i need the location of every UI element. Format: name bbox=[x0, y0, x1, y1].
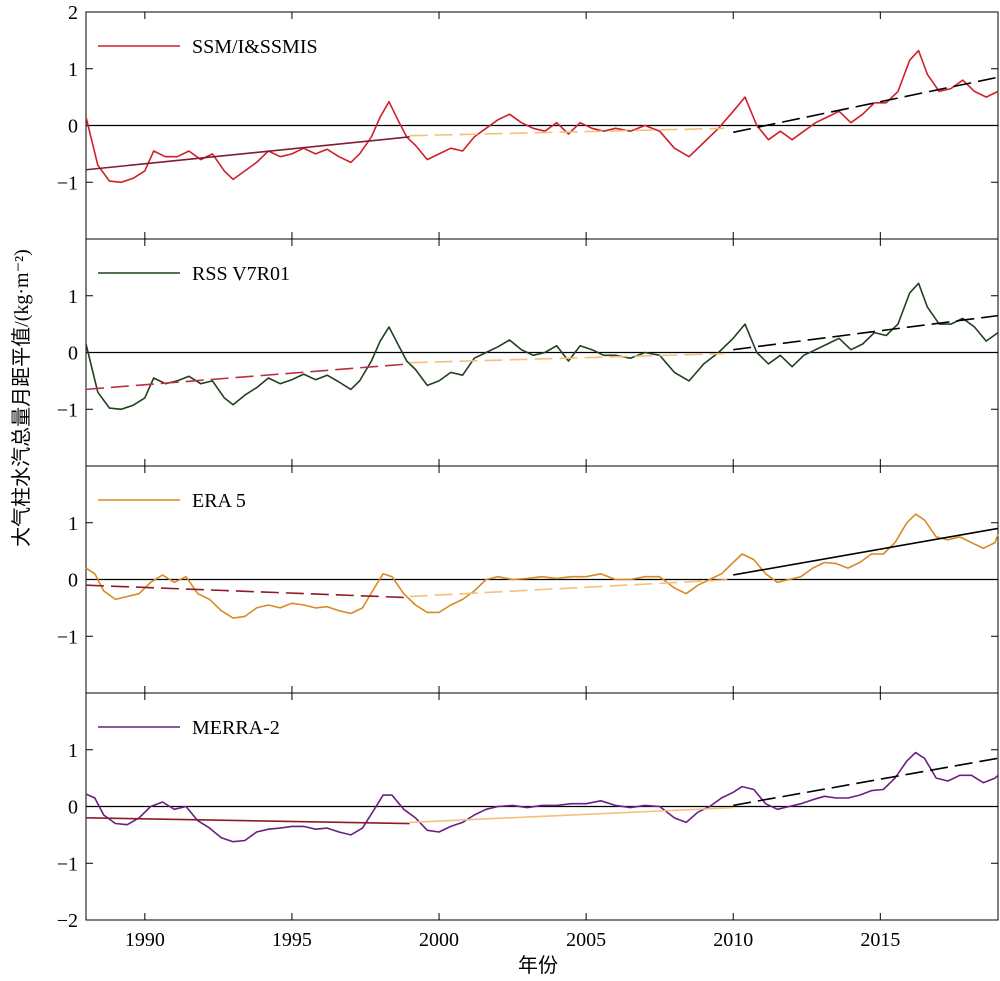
y-tick-label: 1 bbox=[68, 286, 78, 308]
anomaly-series-line bbox=[85, 49, 999, 184]
x-tick-label: 2015 bbox=[860, 929, 900, 951]
y-tick-label: 1 bbox=[68, 513, 78, 535]
panels-layer: 2 1 0 −1 SSM/I&SSMIS 1 0 −1 RSS V7R01 1 0 −1 ERA 5 1 0… bbox=[57, 2, 999, 932]
panel-1: 2 1 0 −1 SSM/I&SSMIS bbox=[57, 2, 999, 240]
anomaly-series-line bbox=[85, 751, 999, 843]
trend-line-3 bbox=[733, 527, 999, 576]
anomaly-series-line bbox=[85, 513, 999, 619]
y-tick-label: 0 bbox=[68, 570, 78, 592]
trend-line-2 bbox=[409, 127, 725, 137]
x-tick-label: 2005 bbox=[566, 929, 606, 951]
panel-4: 1 0 −1 −2 MERRA-2 bbox=[57, 692, 999, 932]
y-tick-label: −1 bbox=[57, 626, 78, 648]
x-axis: 1990 1995 2000 2005 2010 2015 bbox=[125, 929, 900, 951]
y-axis-label: 大气柱水汽总量月距平值/(kg·m⁻²) bbox=[10, 249, 33, 547]
legend-label: MERRA-2 bbox=[192, 717, 280, 739]
legend-label: SSM/I&SSMIS bbox=[192, 36, 318, 58]
y-tick-label: −1 bbox=[57, 399, 78, 421]
x-tick-label: 2010 bbox=[713, 929, 753, 951]
trend-line-1 bbox=[85, 817, 410, 825]
trend-line-2 bbox=[409, 806, 734, 824]
legend-label: RSS V7R01 bbox=[192, 263, 290, 285]
y-tick-label: 0 bbox=[68, 343, 78, 365]
anomaly-series-line bbox=[85, 282, 999, 411]
y-tick-label: 2 bbox=[68, 2, 78, 24]
trend-line-3 bbox=[733, 314, 999, 351]
y-tick-label: −1 bbox=[57, 853, 78, 875]
y-tick-label: −2 bbox=[57, 910, 78, 932]
trend-line-1 bbox=[85, 136, 410, 171]
y-tick-label: 0 bbox=[68, 116, 78, 138]
y-tick-label: 0 bbox=[68, 797, 78, 819]
x-tick-label: 2000 bbox=[419, 929, 459, 951]
trend-line-2 bbox=[409, 352, 725, 364]
trend-line-3 bbox=[733, 757, 999, 807]
x-tick-label: 1990 bbox=[125, 929, 165, 951]
trend-line-1 bbox=[85, 363, 410, 391]
panel-3: 1 0 −1 ERA 5 bbox=[57, 465, 999, 694]
y-tick-label: 1 bbox=[68, 59, 78, 81]
legend-label: ERA 5 bbox=[192, 490, 246, 512]
y-tick-label: −1 bbox=[57, 172, 78, 194]
y-tick-label: 1 bbox=[68, 740, 78, 762]
trend-line-2 bbox=[409, 578, 734, 598]
trend-line-3 bbox=[733, 76, 999, 134]
trend-line-1 bbox=[85, 584, 410, 599]
x-axis-label: 年份 bbox=[518, 954, 558, 977]
panel-2: 1 0 −1 RSS V7R01 bbox=[57, 238, 999, 467]
x-tick-label: 1995 bbox=[272, 929, 312, 951]
